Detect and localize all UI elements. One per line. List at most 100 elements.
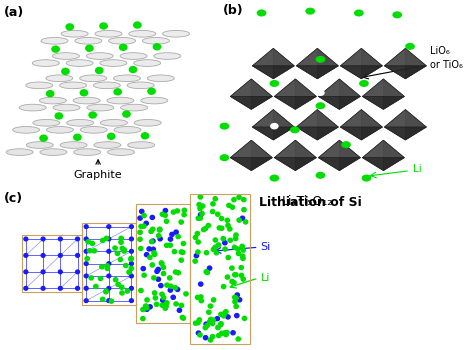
Circle shape (164, 304, 168, 308)
Circle shape (107, 133, 116, 140)
Circle shape (116, 282, 120, 286)
Polygon shape (251, 79, 272, 110)
Circle shape (128, 66, 137, 73)
Circle shape (115, 251, 119, 256)
Ellipse shape (32, 60, 59, 66)
Circle shape (162, 295, 166, 300)
Ellipse shape (107, 97, 134, 104)
Circle shape (224, 310, 228, 314)
Circle shape (144, 304, 148, 308)
Circle shape (153, 252, 157, 257)
Circle shape (219, 323, 223, 327)
Circle shape (150, 263, 155, 267)
Circle shape (226, 315, 230, 319)
Polygon shape (230, 158, 272, 170)
Text: LiO₆: LiO₆ (430, 46, 450, 56)
Circle shape (205, 323, 210, 328)
Circle shape (201, 228, 206, 232)
Circle shape (176, 234, 180, 239)
Ellipse shape (120, 104, 147, 111)
Circle shape (139, 209, 144, 214)
Circle shape (208, 266, 212, 270)
Ellipse shape (163, 30, 190, 37)
Polygon shape (274, 140, 295, 170)
Ellipse shape (100, 60, 127, 66)
Circle shape (84, 237, 88, 241)
Circle shape (204, 251, 209, 255)
Circle shape (151, 239, 155, 243)
Circle shape (168, 243, 173, 247)
Text: Li₄Ti₅O₁₂: Li₄Ti₅O₁₂ (282, 195, 333, 208)
Ellipse shape (67, 119, 94, 126)
Circle shape (24, 270, 28, 274)
Polygon shape (405, 110, 427, 140)
Polygon shape (361, 110, 383, 140)
Circle shape (200, 211, 204, 216)
Circle shape (156, 267, 160, 271)
Circle shape (107, 225, 111, 229)
Polygon shape (384, 127, 427, 140)
Circle shape (41, 237, 45, 241)
Circle shape (232, 281, 236, 285)
Circle shape (129, 262, 133, 266)
Circle shape (147, 247, 151, 251)
Circle shape (228, 227, 232, 231)
Ellipse shape (129, 30, 156, 37)
Polygon shape (363, 140, 404, 158)
Polygon shape (363, 140, 383, 170)
Circle shape (85, 257, 89, 261)
Polygon shape (361, 48, 383, 79)
Circle shape (208, 320, 212, 323)
Circle shape (242, 198, 246, 202)
Circle shape (170, 232, 174, 237)
Circle shape (219, 322, 223, 326)
Circle shape (51, 46, 60, 53)
Circle shape (175, 209, 180, 213)
Ellipse shape (73, 149, 101, 155)
Circle shape (94, 285, 98, 288)
Circle shape (24, 237, 28, 241)
Circle shape (39, 134, 48, 142)
Circle shape (141, 267, 146, 271)
Circle shape (211, 318, 215, 322)
Circle shape (230, 205, 235, 209)
Circle shape (193, 259, 197, 263)
Circle shape (199, 213, 203, 217)
Circle shape (223, 241, 227, 245)
Circle shape (182, 212, 186, 217)
Circle shape (241, 256, 245, 260)
Bar (21, 235, 82, 293)
Circle shape (153, 43, 161, 50)
Circle shape (210, 335, 215, 339)
Circle shape (182, 208, 187, 212)
Circle shape (242, 208, 246, 212)
Circle shape (113, 88, 122, 96)
Circle shape (160, 212, 164, 216)
Circle shape (219, 331, 224, 335)
Circle shape (160, 261, 164, 266)
Circle shape (107, 299, 111, 302)
Polygon shape (318, 48, 338, 79)
Circle shape (58, 253, 62, 257)
Circle shape (76, 286, 80, 290)
Circle shape (203, 326, 208, 330)
Ellipse shape (66, 60, 93, 66)
Circle shape (65, 23, 74, 30)
Polygon shape (363, 158, 404, 170)
Polygon shape (251, 140, 272, 170)
Polygon shape (319, 158, 360, 170)
Circle shape (225, 275, 229, 279)
Ellipse shape (120, 53, 147, 60)
Circle shape (237, 218, 241, 222)
Circle shape (139, 224, 143, 229)
Polygon shape (230, 97, 272, 110)
Circle shape (141, 132, 149, 140)
Circle shape (224, 332, 228, 337)
Circle shape (92, 249, 97, 253)
Circle shape (179, 220, 183, 224)
Circle shape (144, 304, 148, 308)
Ellipse shape (100, 119, 128, 126)
Circle shape (227, 203, 231, 208)
Ellipse shape (61, 30, 88, 37)
Circle shape (129, 266, 134, 271)
